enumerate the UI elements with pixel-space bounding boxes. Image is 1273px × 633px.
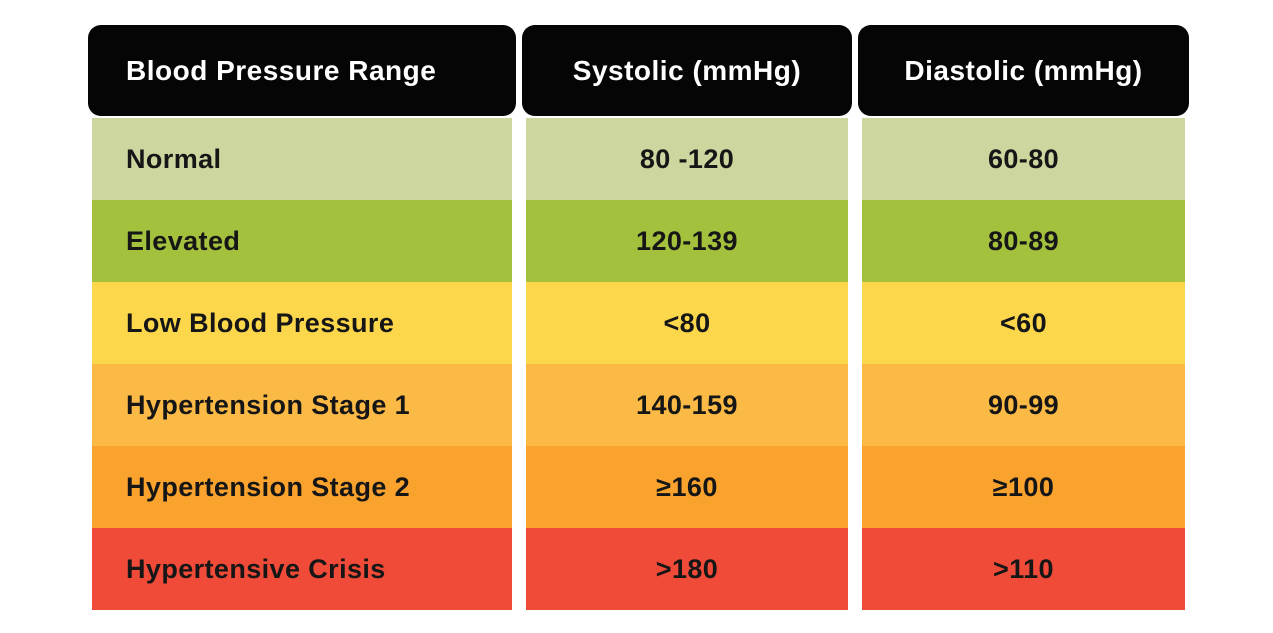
diastolic-value-normal: 60-80 — [862, 118, 1185, 200]
systolic-value-elevated: 120-139 — [526, 200, 848, 282]
blood-pressure-table: Blood Pressure Range Normal Elevated Low… — [88, 25, 1189, 610]
diastolic-value-hypertensive-crisis: >110 — [862, 528, 1185, 610]
row-label-hypertensive-crisis: Hypertensive Crisis — [92, 528, 512, 610]
row-label-low-blood-pressure: Low Blood Pressure — [92, 282, 512, 364]
column-diastolic: Diastolic (mmHg) 60-80 80-89 <60 90-99 ≥… — [858, 25, 1189, 610]
row-label-hypertension-stage-2: Hypertension Stage 2 — [92, 446, 512, 528]
column-header-systolic: Systolic (mmHg) — [522, 25, 852, 116]
systolic-value-hypertensive-crisis: >180 — [526, 528, 848, 610]
diastolic-value-low-blood-pressure: <60 — [862, 282, 1185, 364]
column-header-range: Blood Pressure Range — [88, 25, 516, 116]
column-header-diastolic: Diastolic (mmHg) — [858, 25, 1189, 116]
row-label-hypertension-stage-1: Hypertension Stage 1 — [92, 364, 512, 446]
systolic-value-low-blood-pressure: <80 — [526, 282, 848, 364]
systolic-value-hypertension-stage-2: ≥160 — [526, 446, 848, 528]
row-label-elevated: Elevated — [92, 200, 512, 282]
row-label-normal: Normal — [92, 118, 512, 200]
diastolic-value-hypertension-stage-1: 90-99 — [862, 364, 1185, 446]
column-range: Blood Pressure Range Normal Elevated Low… — [88, 25, 516, 610]
diastolic-value-hypertension-stage-2: ≥100 — [862, 446, 1185, 528]
systolic-value-hypertension-stage-1: 140-159 — [526, 364, 848, 446]
column-systolic: Systolic (mmHg) 80 -120 120-139 <80 140-… — [522, 25, 852, 610]
diastolic-value-elevated: 80-89 — [862, 200, 1185, 282]
systolic-value-normal: 80 -120 — [526, 118, 848, 200]
